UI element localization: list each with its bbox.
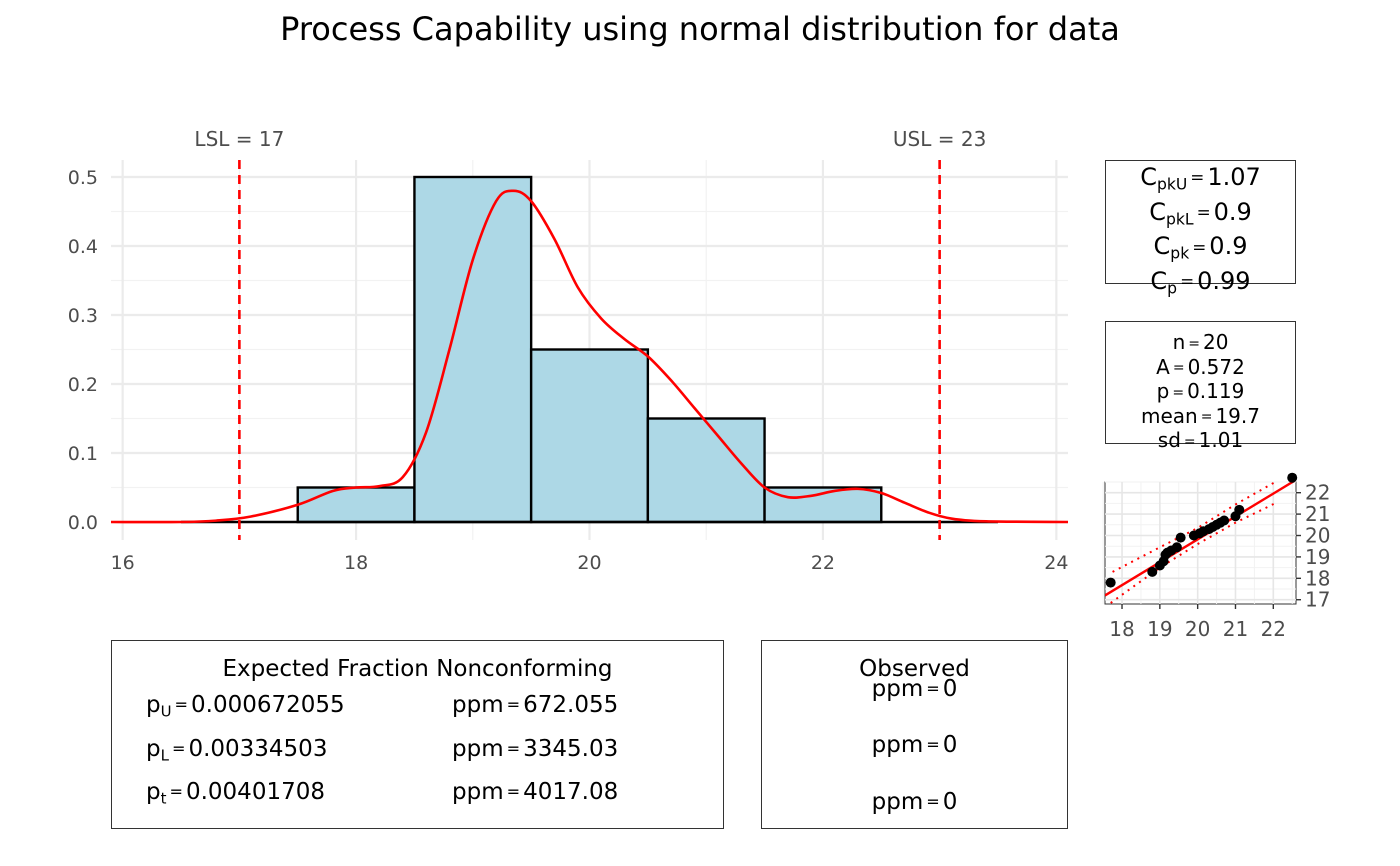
qq-point bbox=[1175, 532, 1186, 543]
qq-y-tick-label: 22 bbox=[1305, 481, 1330, 505]
observed-ppm-row: ppm = 0 bbox=[871, 676, 958, 702]
qq-y-tick-label: 21 bbox=[1305, 502, 1330, 526]
qq-point bbox=[1234, 504, 1245, 515]
expected-pt-row: pt = 0.00401708 bbox=[146, 779, 325, 808]
density-curve bbox=[110, 189, 1069, 524]
observed-box: Observed ppm = 0 ppm = 0 ppm = 0 bbox=[761, 640, 1068, 829]
qq-point bbox=[1147, 566, 1158, 577]
expected-pl-value: 0.00334503 bbox=[188, 736, 328, 762]
observed-ppm-row: ppm = 0 bbox=[871, 732, 958, 758]
x-tick-label: 16 bbox=[111, 552, 135, 574]
statistics-box: n = 20 A = 0.572 p = 0.119 mean = 19.7 sd = 1.01 bbox=[1105, 321, 1296, 452]
qq-point bbox=[1171, 542, 1182, 553]
chart-title: Process Capability using normal distribu… bbox=[280, 10, 1120, 48]
qq-y-tick-label: 20 bbox=[1305, 524, 1330, 548]
histogram-panel: 16 18 20 22 24 0.0 0.1 0.2 0.3 0.4 0.5 LSL = 17 USL … bbox=[68, 127, 1069, 574]
expected-pu-row: pU = 0.000672055 bbox=[146, 692, 345, 721]
p-row: p = 0.119 bbox=[1156, 379, 1245, 404]
y-tick-label: 0.1 bbox=[68, 443, 98, 465]
cp-row: Cp = 0.99 bbox=[1150, 267, 1251, 298]
x-tick-label: 18 bbox=[344, 552, 368, 574]
qq-x-tick-label: 21 bbox=[1223, 617, 1248, 641]
y-tick-label: 0.2 bbox=[68, 374, 98, 396]
expected-pt-value: 0.00401708 bbox=[185, 779, 325, 805]
x-tick-label: 22 bbox=[811, 552, 835, 574]
expected-pu-ppm: ppm = 672.055 bbox=[452, 692, 619, 718]
y-tick-label: 0.5 bbox=[68, 167, 98, 189]
cpk-row: Cpk = 0.9 bbox=[1153, 232, 1248, 264]
expected-pl-row: pL = 0.00334503 bbox=[146, 736, 328, 765]
qq-y-tick-label: 17 bbox=[1305, 588, 1330, 612]
cp-value: 0.99 bbox=[1197, 267, 1251, 296]
a-value: 0.572 bbox=[1187, 354, 1245, 379]
y-tick-label: 0.3 bbox=[68, 305, 98, 327]
x-tick-label: 24 bbox=[1044, 552, 1068, 574]
y-tick-label: 0.0 bbox=[68, 512, 98, 534]
mean-row: mean = 19.7 bbox=[1141, 403, 1260, 428]
usl-label: USL = 23 bbox=[893, 127, 986, 151]
histogram-bar bbox=[413, 175, 533, 524]
qq-y-tick-label: 18 bbox=[1305, 566, 1330, 590]
observed-ppm-row: ppm = 0 bbox=[871, 789, 958, 815]
expected-pu-value: 0.000672055 bbox=[191, 692, 345, 718]
qq-x-tick-label: 22 bbox=[1261, 617, 1286, 641]
mean-value: 19.7 bbox=[1215, 403, 1260, 428]
a-row: A = 0.572 bbox=[1156, 354, 1245, 379]
n-row: n = 20 bbox=[1172, 330, 1229, 354]
qq-band-upper bbox=[1112, 482, 1278, 573]
expected-nonconforming-box: Expected Fraction Nonconforming pU = 0.000… bbox=[111, 640, 724, 829]
histogram-bar bbox=[296, 486, 416, 524]
cpkl-row: CpkL = 0.9 bbox=[1149, 197, 1252, 229]
qq-point bbox=[1287, 472, 1298, 483]
cpku-row: CpkU = 1.07 bbox=[1140, 163, 1261, 194]
cpku-value: 1.07 bbox=[1207, 163, 1261, 191]
expected-pt-ppm: ppm = 4017.08 bbox=[452, 779, 619, 805]
qq-y-tick-label: 19 bbox=[1305, 545, 1330, 569]
qq-x-tick-label: 19 bbox=[1147, 617, 1172, 641]
cpkl-value: 0.9 bbox=[1213, 197, 1252, 226]
qq-point bbox=[1219, 515, 1230, 526]
qq-frame bbox=[1104, 481, 1297, 605]
cpk-value: 0.9 bbox=[1209, 232, 1248, 261]
qq-x-tick-label: 20 bbox=[1185, 617, 1210, 641]
sd-row: sd = 1.01 bbox=[1157, 428, 1244, 453]
lsl-label: LSL = 17 bbox=[194, 127, 284, 151]
histogram-bar bbox=[646, 417, 766, 524]
sd-value: 1.01 bbox=[1198, 428, 1244, 453]
p-value: 0.119 bbox=[1187, 379, 1245, 404]
qq-band-lower bbox=[1110, 501, 1278, 604]
qq-x-tick-label: 18 bbox=[1109, 617, 1134, 641]
expected-title: Expected Fraction Nonconforming bbox=[222, 656, 613, 682]
qq-point bbox=[1105, 577, 1116, 588]
capability-box: CpkU = 1.07 CpkL = 0.9 Cpk = 0.9 Cp = 0.99 bbox=[1105, 160, 1296, 298]
y-tick-label: 0.4 bbox=[68, 236, 98, 258]
n-value: 20 bbox=[1202, 330, 1229, 354]
observed-title: Observed bbox=[859, 656, 970, 682]
histogram-bar bbox=[529, 348, 650, 524]
x-tick-label: 20 bbox=[577, 552, 601, 574]
expected-pl-ppm: ppm = 3345.03 bbox=[452, 736, 619, 762]
